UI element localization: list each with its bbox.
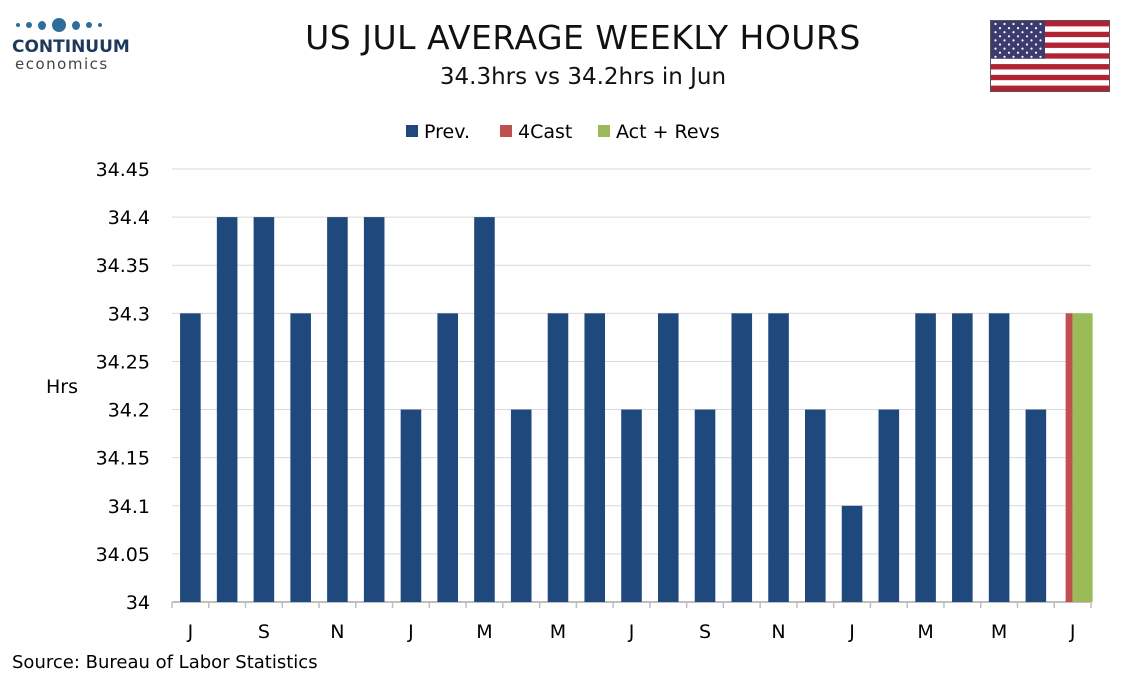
x-tick-label: M bbox=[476, 621, 492, 643]
legend-label: Prev. bbox=[424, 121, 470, 143]
y-tick-label: 34.15 bbox=[96, 448, 150, 470]
bar-prev bbox=[327, 217, 348, 602]
legend-label: Act + Revs bbox=[616, 121, 720, 143]
legend-swatch bbox=[500, 125, 512, 137]
bar-prev bbox=[253, 217, 275, 602]
bar-prev bbox=[584, 313, 606, 602]
bar-prev bbox=[437, 313, 458, 602]
legend-swatch bbox=[406, 125, 418, 137]
y-tick-label: 34.25 bbox=[96, 351, 150, 373]
bar-prev bbox=[400, 409, 422, 602]
bar-prev bbox=[621, 409, 642, 602]
y-tick-label: 34.05 bbox=[96, 544, 150, 566]
y-tick-label: 34.2 bbox=[108, 400, 150, 422]
y-tick-label: 34 bbox=[126, 592, 150, 614]
x-tick-label: J bbox=[187, 621, 194, 643]
brand-subtitle: economics bbox=[15, 55, 109, 73]
bar-prev bbox=[805, 409, 826, 602]
chart-title: US JUL AVERAGE WEEKLY HOURS bbox=[305, 18, 861, 57]
bar-prev bbox=[878, 409, 900, 602]
us-flag-icon bbox=[990, 20, 1110, 92]
bar-prev bbox=[731, 313, 753, 602]
y-tick-label: 34.35 bbox=[96, 255, 150, 277]
bar-prev bbox=[216, 217, 238, 602]
x-tick-label: J bbox=[628, 621, 635, 643]
bar-prev bbox=[180, 313, 201, 602]
logo-dots bbox=[12, 14, 142, 36]
bar-prev bbox=[363, 217, 385, 602]
chart-subtitle: 34.3hrs vs 34.2hrs in Jun bbox=[439, 64, 727, 90]
bar-4cast bbox=[1065, 313, 1073, 602]
legend-swatch bbox=[598, 125, 610, 137]
brand-name: CONTINUUM bbox=[12, 37, 130, 57]
brand-logo: CONTINUUM economics bbox=[12, 14, 142, 73]
bar-prev bbox=[547, 313, 569, 602]
bar-prev bbox=[768, 313, 789, 602]
y-tick-label: 34.1 bbox=[108, 496, 150, 518]
y-tick-label: 34.45 bbox=[96, 159, 150, 181]
x-tick-label: S bbox=[699, 621, 711, 643]
x-tick-label: N bbox=[330, 621, 344, 643]
x-tick-label: J bbox=[407, 621, 414, 643]
x-tick-label: J bbox=[848, 621, 855, 643]
bar-prev bbox=[694, 409, 716, 602]
bar-prev bbox=[657, 313, 679, 602]
legend-label: 4Cast bbox=[518, 121, 572, 143]
bar-prev bbox=[474, 217, 495, 602]
x-tick-label: M bbox=[991, 621, 1007, 643]
y-tick-label: 34.3 bbox=[108, 303, 150, 325]
bar-prev bbox=[988, 313, 1010, 602]
bar-prev bbox=[841, 505, 863, 602]
x-tick-label: N bbox=[771, 621, 785, 643]
bar-prev bbox=[1025, 409, 1047, 602]
x-tick-label: M bbox=[917, 621, 933, 643]
bar-prev bbox=[952, 313, 973, 602]
source-note: Source: Bureau of Labor Statistics bbox=[12, 652, 318, 673]
x-tick-label: M bbox=[550, 621, 566, 643]
x-tick-label: S bbox=[258, 621, 270, 643]
x-tick-label: J bbox=[1069, 621, 1076, 643]
y-tick-label: 34.4 bbox=[108, 207, 150, 229]
bar-prev bbox=[915, 313, 936, 602]
bar-prev bbox=[510, 409, 532, 602]
bar-actual bbox=[1072, 313, 1093, 602]
bar-prev bbox=[290, 313, 311, 602]
y-axis-label: Hrs bbox=[46, 376, 78, 398]
